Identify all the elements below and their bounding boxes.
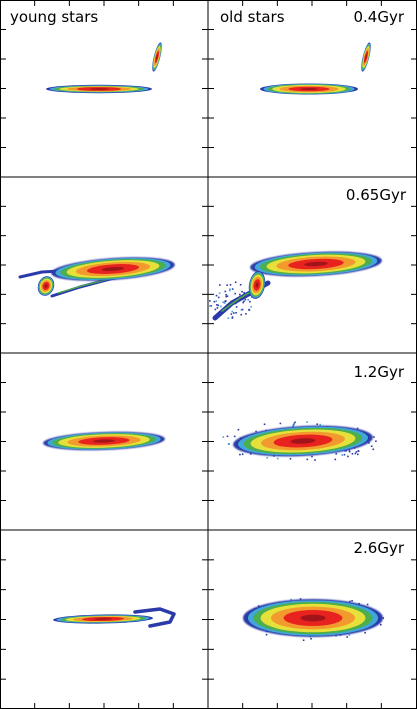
density-blob-13 (248, 271, 266, 299)
tidal-tail-6 (57, 278, 111, 294)
halo-scatter-9 (209, 281, 253, 319)
tidal-tail-17 (133, 607, 176, 628)
density-blob-16 (233, 425, 373, 457)
time-label-0: 0.4Gyr (353, 8, 404, 26)
density-blob-0 (46, 84, 152, 94)
density-blob-1 (152, 42, 162, 72)
density-blob-20 (243, 599, 383, 637)
density-blob-2 (260, 83, 358, 95)
density-blob-18 (53, 614, 153, 624)
time-label-3: 2.6Gyr (353, 539, 404, 557)
time-label-2: 1.2Gyr (353, 363, 404, 381)
column-label-young: young stars (10, 8, 98, 26)
time-label-1: 0.65Gyr (346, 186, 407, 204)
density-blob-12 (250, 251, 382, 277)
density-blob-3 (361, 42, 371, 72)
density-blob-8 (37, 276, 55, 296)
density-blob-14 (43, 431, 165, 451)
density-blob-7 (51, 257, 175, 281)
column-label-old: old stars (220, 8, 285, 26)
density-maps (18, 42, 385, 642)
